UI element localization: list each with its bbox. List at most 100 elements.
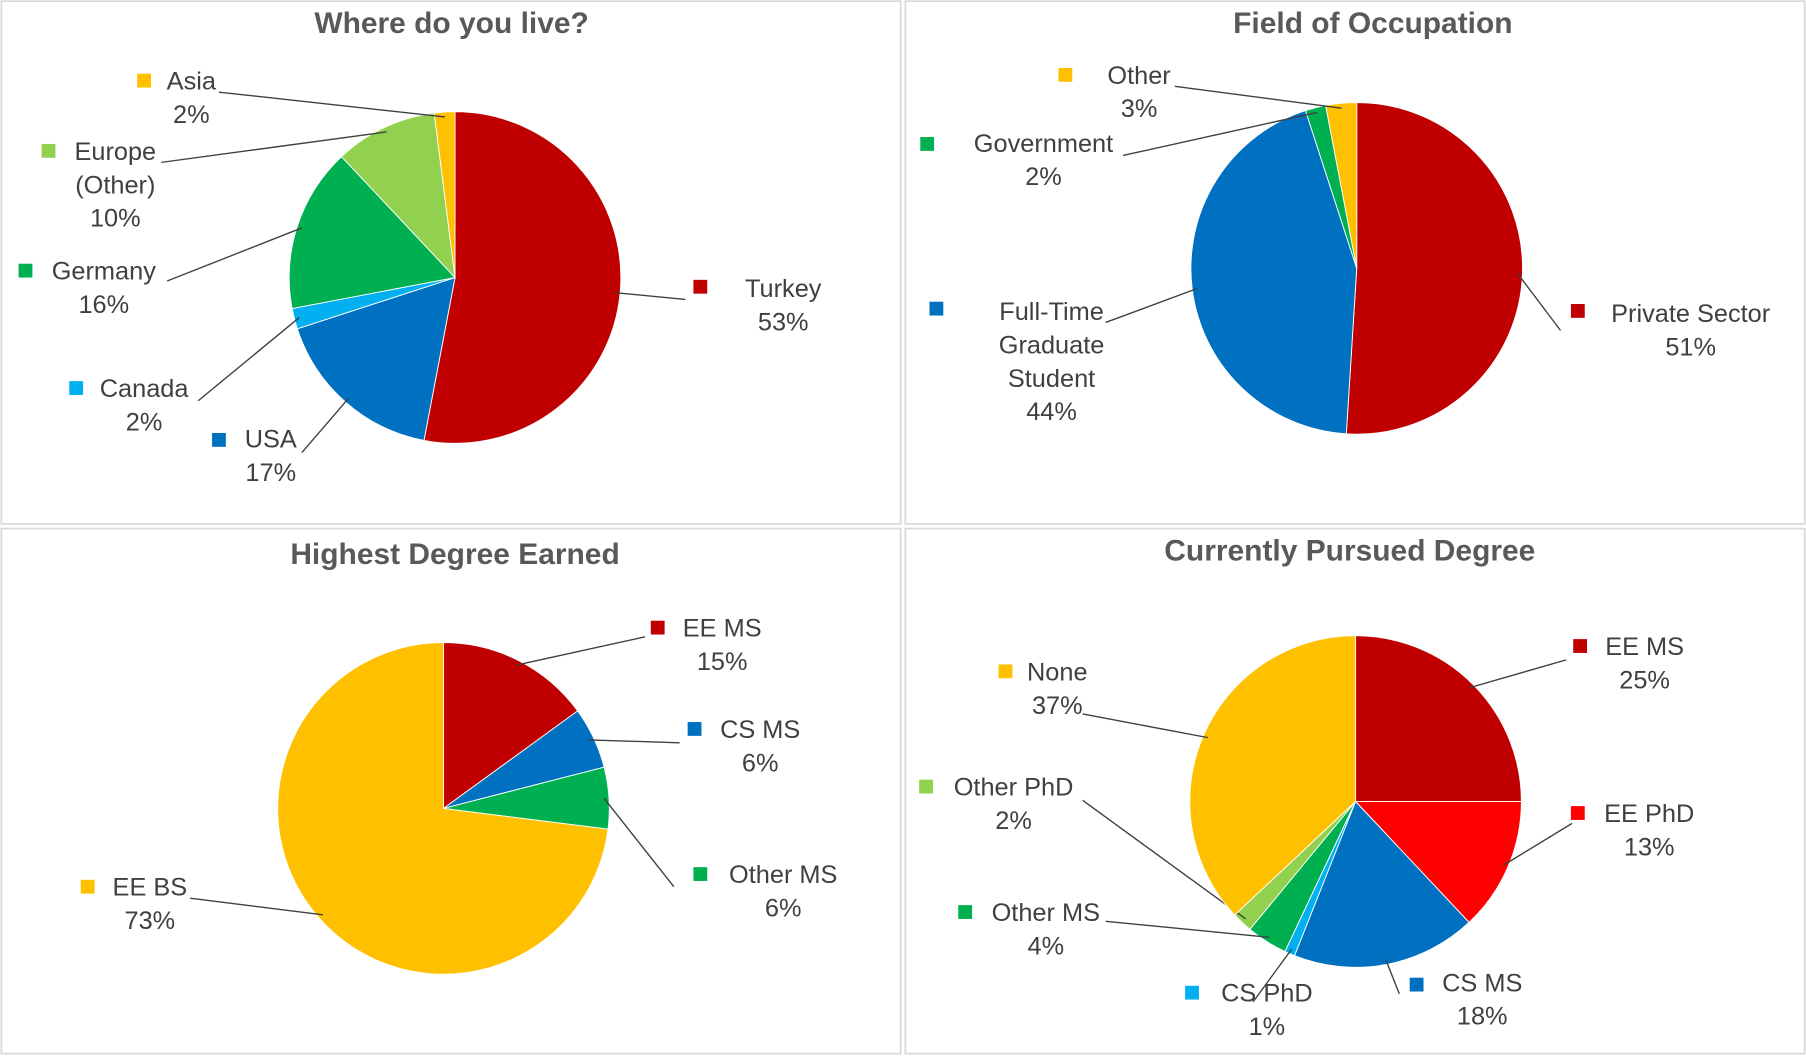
leader-line	[1174, 85, 1342, 109]
category-label: CS MS	[1442, 969, 1522, 997]
leader-line	[301, 397, 350, 454]
category-label: Other MS	[729, 861, 837, 889]
leader-line	[218, 91, 446, 118]
category-label: Canada	[100, 375, 190, 403]
value-label: 4%	[1027, 932, 1064, 960]
leader-line	[1469, 659, 1567, 689]
legend-key	[929, 301, 944, 316]
legend-key	[958, 905, 973, 919]
value-label: 51%	[1665, 334, 1716, 362]
pie-slice	[1190, 110, 1358, 435]
legend-key	[693, 867, 708, 881]
value-label: 37%	[1032, 692, 1083, 720]
pie-slice	[340, 112, 456, 279]
category-label: Government	[974, 130, 1113, 158]
value-label: 2%	[995, 807, 1032, 835]
category-label: Full-Time Graduate Student	[999, 298, 1105, 393]
value-label: 2%	[126, 408, 163, 436]
leader-line	[197, 317, 300, 402]
legend-key	[137, 73, 152, 88]
legend-key	[1570, 806, 1585, 820]
value-label: 2%	[1025, 163, 1062, 191]
legend-key	[18, 263, 33, 278]
legend-key	[693, 279, 708, 294]
legend-key	[1185, 985, 1199, 1000]
leader-line	[516, 636, 646, 666]
value-label: 10%	[90, 205, 141, 233]
value-label: 44%	[1026, 398, 1077, 426]
value-label: 18%	[1457, 1003, 1508, 1031]
category-label: Other MS	[992, 899, 1100, 927]
leader-line	[161, 131, 387, 164]
category-label: CS PhD	[1221, 980, 1312, 1008]
value-label: 16%	[78, 291, 129, 319]
category-label: EE PhD	[1604, 800, 1694, 828]
leader-line	[166, 227, 303, 282]
value-label: 15%	[697, 648, 748, 676]
leader-line	[1122, 111, 1317, 157]
category-label: CS MS	[720, 716, 800, 744]
leader-line	[603, 797, 675, 888]
pie-slice	[288, 155, 456, 310]
legend-key	[1570, 304, 1585, 318]
pie-slice	[1355, 635, 1522, 802]
category-label: Private Sector	[1611, 300, 1771, 328]
value-label: 53%	[758, 308, 809, 336]
leader-line	[615, 291, 686, 301]
legend-key	[41, 143, 56, 158]
value-label: 13%	[1624, 833, 1675, 861]
leader-line	[1082, 713, 1209, 739]
category-label: None	[1027, 658, 1088, 686]
value-label: 17%	[245, 459, 296, 487]
legend-key	[920, 137, 935, 151]
pie-slice	[277, 642, 609, 975]
legend-key	[650, 620, 665, 635]
leader-line	[589, 739, 680, 744]
legend-key	[919, 779, 933, 794]
value-label: 25%	[1619, 666, 1670, 694]
value-label: 6%	[765, 894, 802, 922]
legend-key	[80, 879, 95, 894]
legend-key	[212, 432, 226, 447]
category-label: EE MS	[683, 615, 762, 643]
leader-line	[1105, 920, 1270, 939]
leader-line	[1252, 948, 1293, 1003]
category-label: Asia	[167, 68, 217, 96]
value-label: 2%	[173, 101, 210, 129]
category-label: EE BS	[113, 874, 188, 902]
legend-key	[69, 381, 84, 395]
legend-key	[1573, 639, 1588, 653]
legend-key	[687, 722, 702, 736]
pie-slice	[1345, 102, 1523, 435]
chart-title: Where do you live?	[314, 7, 588, 40]
leader-line	[1105, 287, 1198, 324]
value-label: 3%	[1121, 95, 1158, 123]
pie-slice	[443, 642, 579, 810]
value-label: 6%	[742, 749, 779, 777]
value-label: 1%	[1249, 1013, 1286, 1041]
category-label: EE MS	[1605, 633, 1684, 661]
chart-title: Field of Occupation	[1233, 7, 1512, 40]
leader-line	[1082, 799, 1246, 920]
legend-key	[998, 664, 1013, 679]
legend-key	[1409, 977, 1424, 992]
pie-slice	[433, 111, 456, 278]
value-label: 73%	[125, 907, 176, 935]
category-label: USA	[245, 426, 297, 454]
category-label: Other	[1107, 62, 1171, 90]
pie-slice	[1189, 635, 1357, 916]
chart-title: Currently Pursued Degree	[1164, 535, 1535, 568]
category-label: Other PhD	[954, 774, 1074, 802]
leader-line	[1502, 822, 1573, 866]
leader-line	[1385, 959, 1400, 995]
chart-title: Highest Degree Earned	[290, 538, 619, 571]
category-label: Europe (Other)	[74, 138, 156, 199]
leader-line	[1516, 272, 1562, 331]
category-label: Germany	[52, 258, 156, 286]
leader-line	[190, 897, 323, 916]
legend-key	[1058, 67, 1073, 82]
pie-slice	[1293, 800, 1470, 968]
pie-slice	[1354, 801, 1522, 924]
